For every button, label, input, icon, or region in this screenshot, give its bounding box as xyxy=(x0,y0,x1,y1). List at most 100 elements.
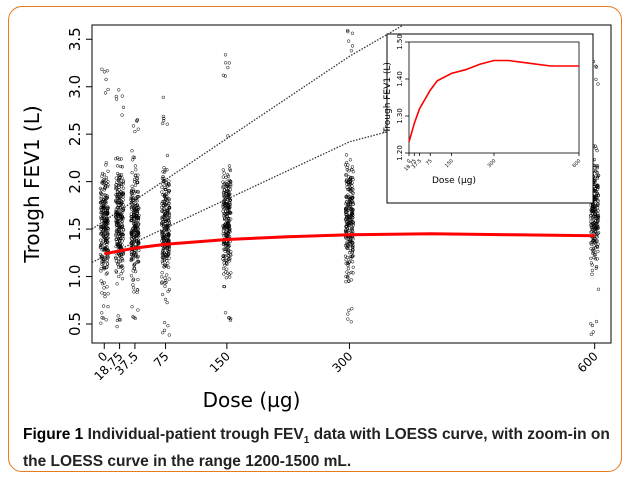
data-point xyxy=(590,323,595,328)
data-point xyxy=(595,239,599,243)
data-point xyxy=(119,164,123,169)
data-point xyxy=(167,288,172,292)
data-point xyxy=(350,307,354,311)
data-point xyxy=(114,185,118,189)
data-point xyxy=(132,266,136,271)
data-point xyxy=(103,244,107,248)
data-point xyxy=(114,232,118,236)
data-point xyxy=(595,176,600,180)
data-point xyxy=(130,305,134,309)
data-point xyxy=(133,129,137,134)
data-point xyxy=(115,282,119,286)
data-point xyxy=(224,270,228,274)
data-point xyxy=(593,223,598,228)
inset-x-tick-label: 600 xyxy=(571,158,582,169)
y-tick-label: 3.5 xyxy=(66,27,84,51)
data-point xyxy=(100,181,104,185)
data-point xyxy=(134,234,139,238)
data-point xyxy=(590,263,594,267)
data-point xyxy=(349,240,354,244)
data-point xyxy=(222,284,227,289)
data-point xyxy=(596,231,601,235)
data-point xyxy=(589,256,593,261)
data-point xyxy=(594,319,599,324)
data-point xyxy=(221,184,225,189)
data-point xyxy=(137,241,141,245)
data-point xyxy=(226,134,230,138)
data-point xyxy=(345,168,349,172)
data-point xyxy=(347,182,351,187)
data-point xyxy=(164,253,168,257)
x-tick-label: 600 xyxy=(575,349,601,375)
data-point xyxy=(163,193,167,197)
data-point xyxy=(98,245,103,250)
data-point xyxy=(345,270,349,274)
data-point xyxy=(167,232,171,237)
data-point xyxy=(101,208,105,213)
data-point xyxy=(129,252,134,257)
data-point xyxy=(590,228,595,232)
data-point xyxy=(347,175,351,179)
data-point xyxy=(115,202,120,206)
data-point xyxy=(100,211,105,215)
data-point xyxy=(595,257,599,261)
data-point xyxy=(119,217,124,221)
data-point xyxy=(160,292,165,297)
data-point xyxy=(103,219,107,223)
data-point xyxy=(121,258,125,263)
data-point xyxy=(161,331,165,335)
data-point xyxy=(224,261,229,265)
data-point xyxy=(118,206,122,210)
data-point xyxy=(596,287,601,291)
data-point xyxy=(104,257,108,261)
data-point xyxy=(114,183,118,187)
data-point xyxy=(594,226,598,231)
data-point xyxy=(106,256,110,260)
data-point xyxy=(106,304,110,309)
data-point xyxy=(130,149,134,153)
data-point xyxy=(350,260,355,264)
data-point xyxy=(344,236,348,240)
data-point xyxy=(160,280,164,284)
data-point xyxy=(164,195,169,199)
data-point xyxy=(167,333,171,337)
data-point xyxy=(136,259,140,263)
data-point xyxy=(165,273,169,277)
data-point xyxy=(589,230,593,234)
data-point xyxy=(102,225,106,229)
data-point xyxy=(224,247,228,251)
data-point xyxy=(132,177,137,182)
data-point xyxy=(593,257,598,261)
data-point xyxy=(346,180,351,185)
data-point xyxy=(137,248,141,253)
data-point xyxy=(136,241,140,246)
data-point xyxy=(222,217,227,222)
point-column xyxy=(113,88,126,329)
data-point xyxy=(589,216,593,220)
data-point xyxy=(100,241,104,245)
inset-x-tick-label: 0 xyxy=(406,158,412,164)
data-point xyxy=(163,284,167,288)
data-point xyxy=(136,221,140,226)
data-point xyxy=(167,250,171,254)
data-point xyxy=(102,265,106,269)
data-point xyxy=(162,116,166,121)
data-point xyxy=(135,118,139,122)
data-point xyxy=(348,158,353,162)
data-point xyxy=(223,74,228,78)
data-point xyxy=(223,254,227,259)
data-point xyxy=(117,88,121,92)
data-point xyxy=(589,213,593,218)
data-point xyxy=(104,200,108,204)
data-point xyxy=(167,205,171,210)
data-point xyxy=(102,291,107,296)
data-point xyxy=(159,223,164,227)
data-point xyxy=(347,181,351,185)
data-point xyxy=(100,248,104,252)
data-point xyxy=(164,198,168,202)
data-point xyxy=(226,234,230,238)
data-point xyxy=(348,205,353,209)
data-point xyxy=(161,255,165,260)
data-point xyxy=(102,178,106,183)
